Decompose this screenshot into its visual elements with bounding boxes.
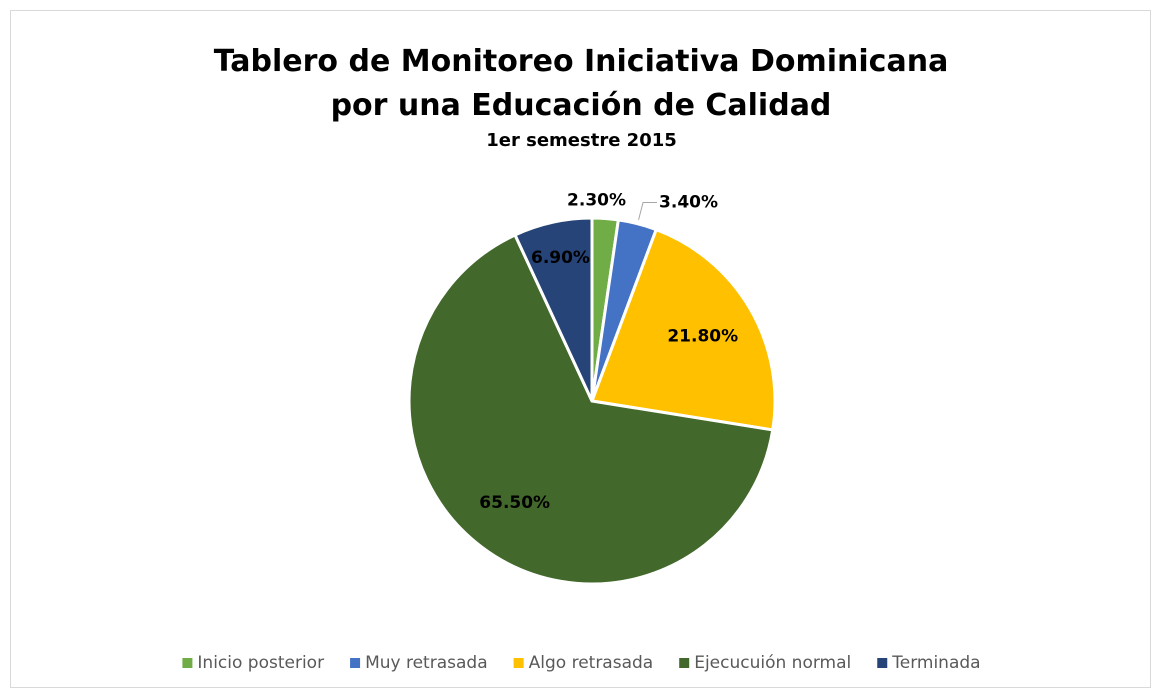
legend-swatch: [877, 658, 888, 668]
pie-slice: [407, 232, 775, 586]
legend-swatch: [350, 658, 361, 668]
chart-frame: [10, 10, 1151, 688]
pie-slice: [589, 227, 777, 432]
chart-subtitle: 1er semestre 2015: [486, 130, 677, 151]
legend-label: Algo retrasada: [529, 653, 654, 673]
legend-swatch: [513, 658, 524, 668]
legend: Inicio posterior Muy retrasada Algo retras…: [182, 653, 981, 673]
legend-label: Inicio posterior: [197, 653, 324, 673]
data-label: 65.50%: [479, 493, 550, 513]
leader-line: [638, 201, 658, 221]
legend-label: Muy retrasada: [365, 653, 488, 673]
legend-swatch: [679, 658, 690, 668]
data-label: 21.80%: [667, 327, 738, 347]
legend-swatch: [182, 658, 193, 668]
chart-title: Tablero de Monitoreo Iniciativa Dominica…: [213, 44, 949, 123]
data-label: 6.90%: [531, 248, 590, 268]
legend-label: Terminada: [891, 653, 980, 673]
data-label: 3.40%: [659, 192, 718, 212]
pie-slice: [513, 216, 594, 402]
legend-label: Ejecucuión normal: [694, 653, 851, 673]
data-label: 2.30%: [567, 191, 626, 211]
